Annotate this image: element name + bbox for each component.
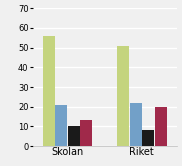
Bar <box>68 126 80 146</box>
Bar <box>155 107 167 146</box>
Bar <box>43 36 55 146</box>
Bar <box>130 103 142 146</box>
Bar <box>80 121 92 146</box>
Bar <box>117 46 129 146</box>
Bar <box>55 105 67 146</box>
Bar <box>142 130 154 146</box>
